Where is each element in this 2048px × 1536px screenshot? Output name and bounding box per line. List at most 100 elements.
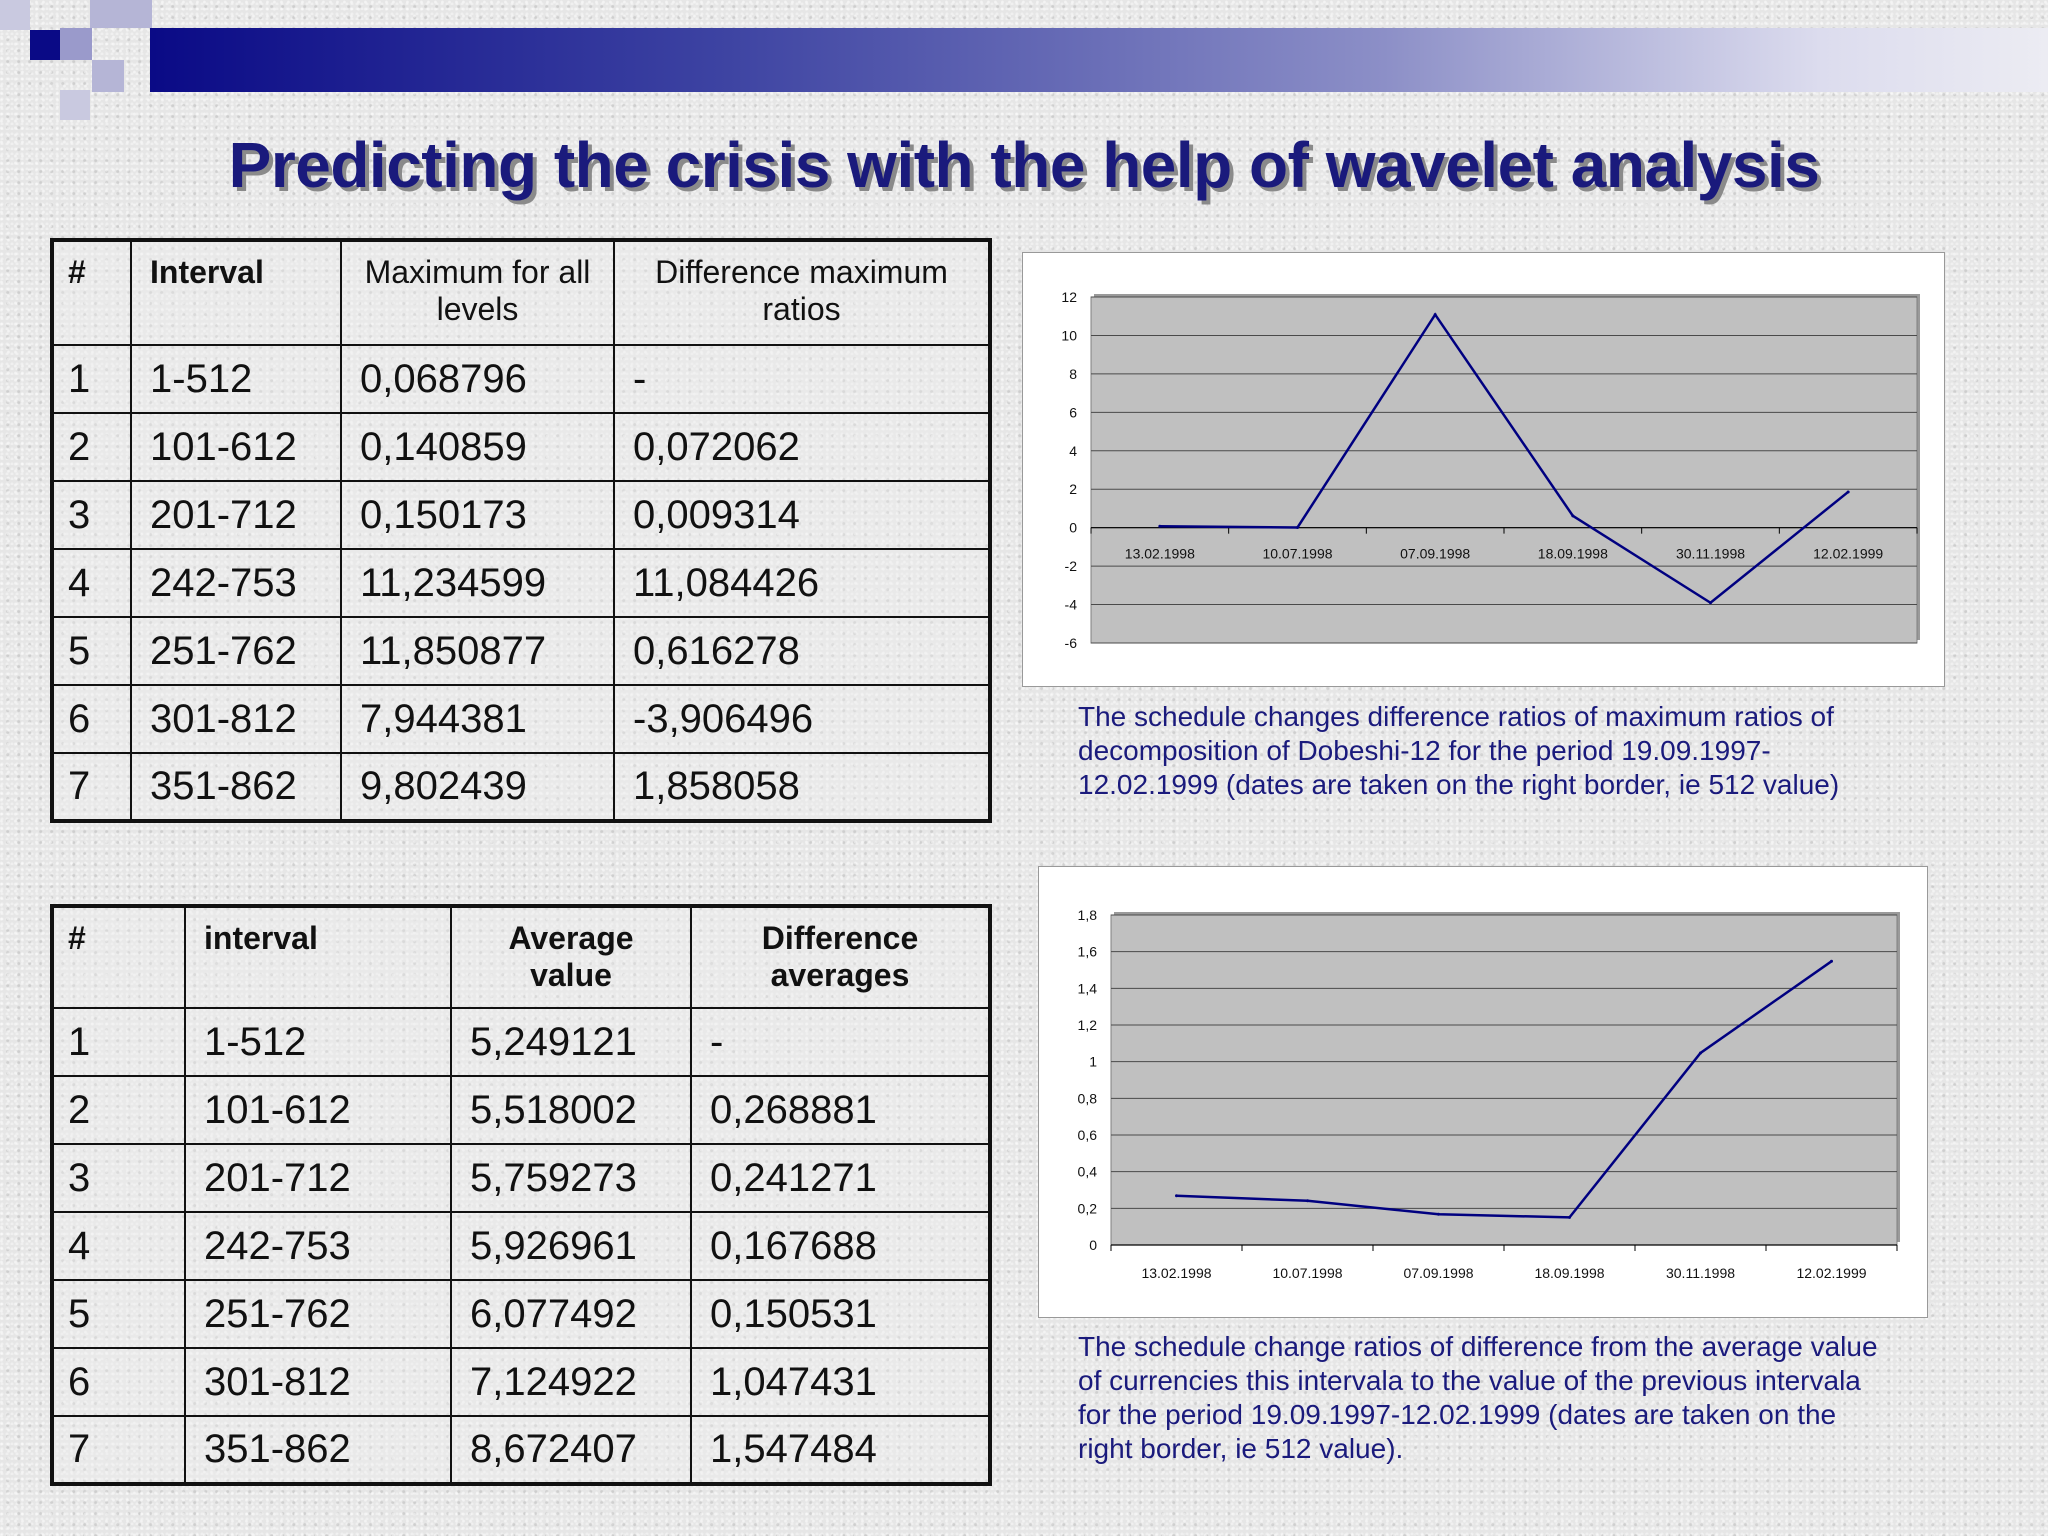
y-tick-label: 0,2 — [1078, 1200, 1098, 1216]
data-point — [1158, 524, 1162, 528]
slide-title: Predicting the crisis with the help of w… — [228, 129, 1820, 201]
table-row: 4 242-753 11,234599 11,084426 — [51, 548, 991, 618]
table-cell: 1,047431 — [690, 1347, 991, 1417]
deco-square-4 — [60, 28, 92, 60]
data-point — [1568, 1215, 1571, 1219]
y-tick-label: 2 — [1069, 481, 1077, 497]
y-tick-label: 0 — [1089, 1237, 1097, 1253]
data-point — [1296, 525, 1299, 529]
table-cell: 351-862 — [130, 752, 342, 822]
table-cell: 4 — [51, 1211, 186, 1281]
y-tick-label: 8 — [1069, 366, 1077, 382]
table-cell: 5,518002 — [450, 1075, 692, 1145]
chart-average-diff-svg: 0 0,2 0,4 0,6 0,8 1 1,2 1,4 1,6 1,8 13.02.1998 10.0… — [1078, 907, 1900, 1281]
table-cell: 11,850877 — [340, 616, 615, 686]
table-cell: 301-812 — [184, 1347, 452, 1417]
table-cell: 0,140859 — [340, 412, 615, 482]
table-cell: 5,926961 — [450, 1211, 692, 1281]
table-cell: 101-612 — [130, 412, 342, 482]
table-cell: 1 — [51, 1007, 186, 1077]
header-cell: Difference maximum ratios — [613, 239, 991, 346]
y-tick-label: 0,6 — [1078, 1127, 1098, 1143]
table-cell: 9,802439 — [340, 752, 615, 822]
table-cell: 5 — [51, 1279, 186, 1349]
deco-square-2 — [30, 30, 60, 60]
averages-table: # interval Average value Difference aver… — [50, 904, 992, 1486]
table-cell: 1,547484 — [690, 1415, 991, 1485]
table-cell: 0,616278 — [613, 616, 991, 686]
table-row: 7 351-862 8,672407 1,547484 — [51, 1415, 991, 1485]
deco-square-6 — [60, 90, 90, 120]
max-ratios-table: # Interval Maximum for all levels Differ… — [50, 238, 992, 823]
header-gradient-bar — [150, 28, 2048, 92]
table-cell: 8,672407 — [450, 1415, 692, 1485]
table-cell: 201-712 — [184, 1143, 452, 1213]
x-tick-label: 30.11.1998 — [1666, 1265, 1735, 1281]
table-cell: 4 — [51, 548, 132, 618]
table-cell: 1-512 — [130, 344, 342, 414]
y-tick-label: 1,4 — [1078, 980, 1098, 996]
x-tick-label: 13.02.1998 — [1125, 546, 1195, 562]
table-row: 6 301-812 7,124922 1,047431 — [51, 1347, 991, 1417]
data-point — [1571, 514, 1575, 518]
table-cell: 7 — [51, 752, 132, 822]
chart2-caption: The schedule change ratios of difference… — [1078, 1331, 1878, 1464]
header-cell: Difference averages — [690, 905, 991, 1009]
table-cell: 242-753 — [184, 1211, 452, 1281]
table-cell: 201-712 — [130, 480, 342, 550]
chart-max-ratios: -6 -4 -2 0 2 4 6 8 10 12 13.02.1998 10.07.1998 07.09… — [1022, 252, 1945, 687]
table-cell: 1 — [51, 344, 132, 414]
data-point — [1175, 1194, 1178, 1198]
x-tick-label: 30.11.1998 — [1676, 546, 1745, 562]
y-tick-label: 10 — [1061, 327, 1077, 343]
table-cell: 7,944381 — [340, 684, 615, 754]
table-header-row: # Interval Maximum for all levels Differ… — [51, 239, 991, 346]
table-row: 3 201-712 0,150173 0,009314 — [51, 480, 991, 550]
table-cell: - — [690, 1007, 991, 1077]
y-tick-label: -6 — [1065, 635, 1078, 651]
table-row: 2 101-612 5,518002 0,268881 — [51, 1075, 991, 1145]
x-tick-label: 12.02.1999 — [1796, 1265, 1866, 1281]
x-tick-label: 18.09.1998 — [1534, 1265, 1604, 1281]
y-tick-label: 0,8 — [1078, 1090, 1098, 1106]
deco-square-3 — [90, 0, 152, 28]
y-tick-label: -2 — [1065, 558, 1078, 574]
table-cell: 11,084426 — [613, 548, 991, 618]
table-cell: 6 — [51, 1347, 186, 1417]
y-tick-label: 4 — [1069, 443, 1077, 459]
y-tick-label: 12 — [1061, 289, 1077, 305]
y-tick-label: -4 — [1065, 597, 1078, 613]
table-cell: 7 — [51, 1415, 186, 1485]
table-cell: 1,858058 — [613, 752, 991, 822]
chart-average-diff: 0 0,2 0,4 0,6 0,8 1 1,2 1,4 1,6 1,8 13.02.1998 10.0… — [1038, 866, 1928, 1318]
data-point — [1437, 1212, 1440, 1216]
table-row: 6 301-812 7,944381 -3,906496 — [51, 684, 991, 754]
y-tick-label: 0,4 — [1078, 1164, 1098, 1180]
y-tick-label: 6 — [1069, 404, 1077, 420]
table-cell: 5 — [51, 616, 132, 686]
chart-max-ratios-svg: -6 -4 -2 0 2 4 6 8 10 12 13.02.1998 10.07.1998 07.09… — [1061, 289, 1920, 651]
table-cell: 251-762 — [184, 1279, 452, 1349]
table-cell: 0,009314 — [613, 480, 991, 550]
header-cell: # — [51, 239, 132, 346]
x-tick-label: 18.09.1998 — [1538, 546, 1608, 562]
y-tick-label: 1 — [1089, 1054, 1097, 1070]
table-cell: 242-753 — [130, 548, 342, 618]
data-point — [1709, 601, 1712, 605]
table-cell: 5,759273 — [450, 1143, 692, 1213]
x-tick-label: 12.02.1999 — [1813, 546, 1883, 562]
plot-area — [1110, 914, 1898, 1246]
header-cell: Interval — [130, 239, 342, 346]
table-cell: 2 — [51, 412, 132, 482]
table-cell: 101-612 — [184, 1075, 452, 1145]
table-cell: 3 — [51, 1143, 186, 1213]
table-row: 7 351-862 9,802439 1,858058 — [51, 752, 991, 822]
table-cell: 301-812 — [130, 684, 342, 754]
table-cell: 0,268881 — [690, 1075, 991, 1145]
deco-square-1 — [0, 0, 30, 30]
y-tick-label: 1,6 — [1078, 944, 1098, 960]
y-tick-label: 1,2 — [1078, 1017, 1098, 1033]
table-cell: 7,124922 — [450, 1347, 692, 1417]
series-line — [1176, 960, 1833, 1219]
table-row: 4 242-753 5,926961 0,167688 — [51, 1211, 991, 1281]
